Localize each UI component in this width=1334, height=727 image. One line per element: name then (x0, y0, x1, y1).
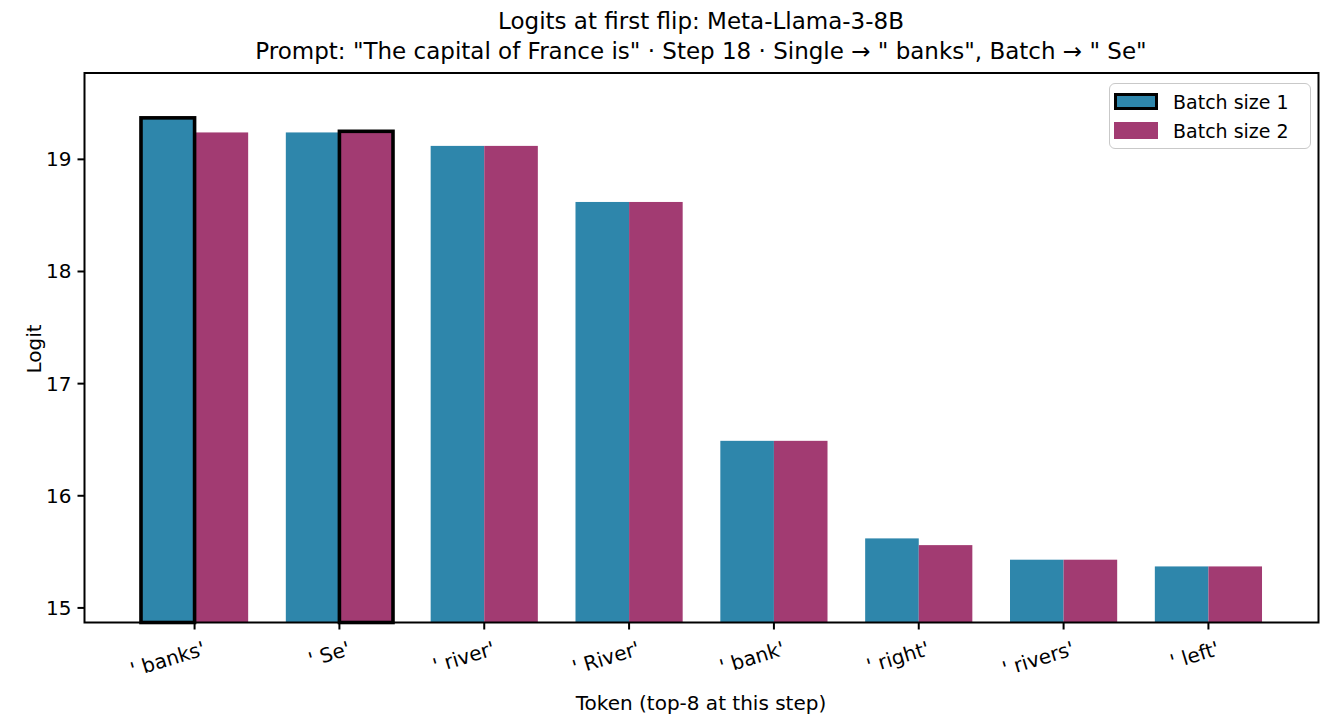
bar-batch-size-1-River (575, 202, 629, 623)
y-tick-label: 18 (46, 259, 71, 283)
y-tick-label: 15 (46, 596, 71, 620)
legend: Batch size 1 Batch size 2 (1109, 83, 1311, 149)
bar-batch-size-1-left (1155, 566, 1209, 622)
y-axis-label: Logit (22, 289, 46, 409)
bar-batch-size-1-rivers (1010, 560, 1064, 623)
x-tick-label: ' bank' (717, 636, 788, 678)
bar-batch-size-1-river (431, 146, 485, 623)
x-tick-label: ' River' (569, 636, 642, 679)
x-tick-label: ' banks' (127, 636, 208, 681)
legend-item-batch-size-1: Batch size 1 (1114, 91, 1300, 113)
x-tick-label: ' left' (1167, 636, 1222, 673)
bar-batch-size-2-River (629, 202, 683, 623)
legend-swatch-batch-size-2 (1114, 122, 1158, 139)
bar-batch-size-2-banks (195, 132, 249, 622)
bar-batch-size-1-right (865, 538, 919, 622)
figure: Logits at first flip: Meta-Llama-3-8B Pr… (0, 0, 1334, 727)
legend-label-batch-size-1: Batch size 1 (1173, 91, 1289, 113)
axes-box (85, 73, 1319, 623)
legend-swatch-batch-size-1 (1114, 93, 1158, 110)
bar-batch-size-1-Se (286, 132, 340, 622)
x-tick-label: ' rivers' (999, 636, 1077, 681)
bar-batch-size-2-Se (339, 131, 393, 622)
bar-batch-size-1-banks (141, 118, 195, 623)
bar-batch-size-2-river (484, 146, 538, 623)
bar-batch-size-2-right (919, 545, 973, 622)
legend-label-batch-size-2: Batch size 2 (1173, 120, 1289, 142)
y-tick-label: 17 (46, 372, 71, 396)
legend-item-batch-size-2: Batch size 2 (1114, 120, 1300, 142)
y-tick-label: 16 (46, 484, 71, 508)
bar-batch-size-2-rivers (1064, 560, 1118, 623)
y-tick-label: 19 (46, 147, 71, 171)
bar-batch-size-1-bank (720, 441, 774, 623)
x-axis-label: Token (top-8 at this step) (84, 691, 1318, 715)
bar-batch-size-2-bank (774, 441, 828, 623)
bar-batch-size-2-left (1208, 566, 1262, 622)
x-tick-label: ' river' (430, 636, 498, 678)
x-tick-label: ' Se' (305, 636, 353, 671)
x-tick-label: ' right' (864, 636, 933, 678)
